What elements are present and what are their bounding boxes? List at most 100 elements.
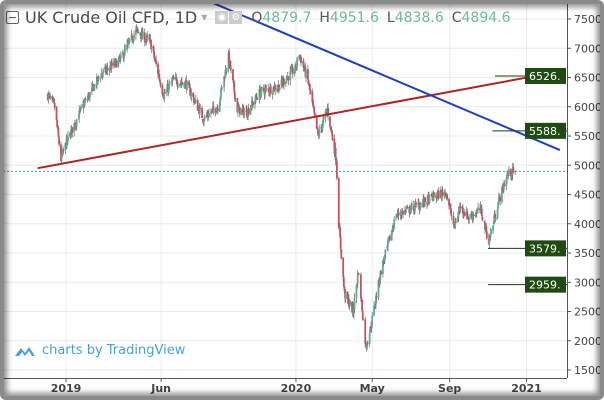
candle-body	[84, 101, 86, 104]
candle	[308, 83, 311, 95]
candle	[201, 105, 203, 119]
gear-icon[interactable]: ⚙	[229, 11, 243, 24]
candle-body	[330, 126, 333, 132]
candle	[296, 56, 299, 71]
candle	[497, 192, 500, 205]
candle-body	[283, 79, 285, 85]
candle	[419, 202, 422, 211]
candle-body	[347, 298, 350, 307]
candle-body	[163, 93, 166, 99]
candle-body	[452, 216, 455, 225]
candle	[201, 118, 204, 124]
candle-body	[164, 92, 166, 94]
candle-body	[89, 92, 91, 98]
candle	[170, 76, 173, 87]
candle-body	[415, 203, 418, 205]
low-label: L	[386, 9, 395, 26]
candle	[424, 197, 426, 207]
candle-body	[290, 68, 293, 71]
candle	[450, 203, 452, 217]
candle-body	[264, 89, 266, 94]
candle	[60, 149, 63, 165]
candle-body	[150, 40, 152, 50]
candle-body	[100, 73, 103, 78]
candle-body	[412, 206, 415, 211]
candle-body	[194, 100, 197, 103]
candle	[274, 83, 277, 96]
resistance-trendline	[210, 3, 561, 151]
candle-body	[489, 236, 491, 238]
candle-body	[97, 77, 100, 78]
candle	[163, 89, 166, 103]
candle-body	[497, 202, 500, 209]
candle	[137, 31, 140, 34]
candle-body	[355, 286, 358, 299]
candle-body	[505, 178, 508, 186]
candle-body	[414, 203, 416, 211]
candle-body	[327, 108, 329, 116]
candle-body	[456, 216, 459, 223]
candle	[300, 58, 303, 64]
candle-body	[117, 59, 120, 67]
candle	[444, 192, 447, 198]
collapse-icon[interactable]	[6, 11, 19, 24]
chevron-down-icon[interactable]: ▼	[201, 13, 208, 22]
candle	[210, 108, 212, 118]
candle-body	[73, 123, 76, 132]
candle-body	[143, 32, 146, 43]
candle-body	[48, 93, 50, 95]
candle-body	[123, 55, 125, 60]
candle	[238, 107, 241, 118]
candle	[246, 116, 249, 120]
candle-body	[237, 107, 239, 113]
candle-body	[247, 108, 250, 115]
candle	[215, 106, 218, 113]
price-tick-label: 3500.0	[574, 247, 604, 260]
candle-body	[92, 84, 94, 87]
candle-body	[483, 221, 486, 223]
candle	[247, 103, 250, 117]
candle-body	[400, 214, 403, 216]
candle	[108, 67, 111, 76]
candle-body	[305, 70, 307, 78]
candle-body	[172, 77, 175, 80]
candle	[143, 28, 146, 47]
tradingview-logo-icon	[15, 346, 35, 356]
candle	[278, 84, 281, 91]
candle-body	[155, 60, 157, 64]
candle	[261, 86, 263, 91]
candle-body	[123, 48, 126, 56]
candle-body	[450, 208, 452, 214]
candle-body	[382, 261, 385, 263]
candle	[190, 88, 193, 102]
candle-body	[135, 28, 137, 35]
candle-body	[255, 96, 258, 98]
candle-body	[105, 69, 108, 72]
eye-icon[interactable]: ◉	[215, 11, 229, 24]
candle-body	[170, 82, 173, 84]
candle	[330, 126, 333, 134]
candle-body	[79, 107, 82, 111]
candle-body	[374, 303, 377, 308]
tradingview-watermark[interactable]: charts by TradingView	[14, 343, 185, 358]
candle	[375, 291, 378, 303]
candle-body	[229, 60, 232, 69]
candle-body	[80, 106, 83, 108]
candle-body	[47, 93, 50, 100]
candle	[443, 189, 446, 199]
candle	[459, 202, 462, 213]
candle-body	[205, 115, 208, 117]
time-tick-label: Jun	[150, 382, 171, 395]
candle-body	[497, 197, 500, 203]
candle	[327, 103, 329, 121]
candle	[234, 97, 237, 103]
candle	[111, 58, 113, 69]
time-tick-label: May	[360, 382, 385, 395]
candle-body	[383, 254, 386, 261]
symbol-title[interactable]: UK Crude Oil CFD, 1D	[25, 8, 198, 27]
candle-body	[356, 283, 358, 288]
candle	[223, 76, 226, 92]
candle-body	[214, 109, 217, 113]
candle-body	[361, 299, 363, 311]
